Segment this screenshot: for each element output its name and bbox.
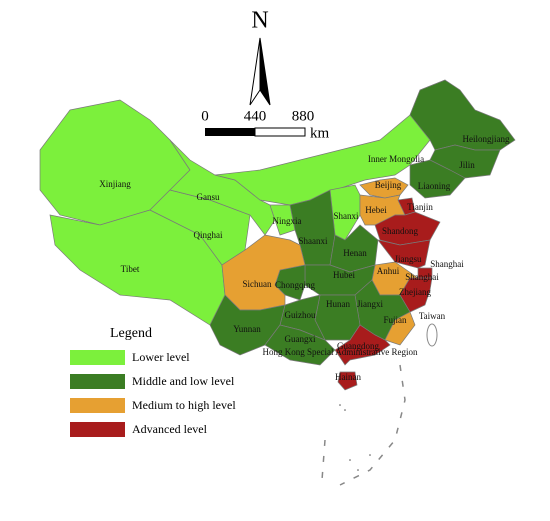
province-label: Ningxia xyxy=(273,216,302,226)
province-label: Hubei xyxy=(333,270,355,280)
scale-bar xyxy=(205,128,255,136)
province-label: Yunnan xyxy=(233,324,261,334)
province-label: Jiangsu xyxy=(395,254,423,264)
province-label: Shandong xyxy=(382,226,419,236)
province-label: Anhui xyxy=(377,266,400,276)
map-label: Shanghai xyxy=(405,272,439,282)
province-label: Hainan xyxy=(335,372,361,382)
province-label: Chongqing xyxy=(275,280,316,290)
island xyxy=(426,323,438,347)
province-label: Beijing xyxy=(375,180,402,190)
province-label: Xinjiang xyxy=(99,179,131,189)
islands-line xyxy=(321,364,406,486)
province-label: Guangxi xyxy=(285,334,316,344)
province-label: Jiangxi xyxy=(357,299,383,309)
province-label: Heilongjiang xyxy=(463,134,510,144)
province-label: Hunan xyxy=(326,299,350,309)
legend-label: Middle and low level xyxy=(132,374,235,388)
scale-bar xyxy=(254,127,306,137)
province xyxy=(269,204,296,236)
province-label: Qinghai xyxy=(194,230,223,240)
legend-swatch xyxy=(70,398,125,413)
compass xyxy=(249,37,261,106)
legend-label: Advanced level xyxy=(132,422,208,436)
province-label: Hebei xyxy=(365,205,387,215)
legend-swatch xyxy=(70,350,125,365)
province-label: Inner Mongolia xyxy=(368,154,424,164)
province-label: Shanghai xyxy=(430,259,464,269)
province-label: Guangdong xyxy=(337,341,379,351)
legend-label: Medium to high level xyxy=(132,398,236,412)
province xyxy=(334,324,391,366)
province-label: Fujian xyxy=(383,315,407,325)
islands xyxy=(339,404,371,471)
legend-swatch xyxy=(70,374,125,389)
province-label: Tianjin xyxy=(407,202,433,212)
province xyxy=(264,324,336,366)
province-label: Guizhou xyxy=(285,310,316,320)
north-label: N xyxy=(251,8,268,34)
compass xyxy=(259,37,271,106)
province xyxy=(337,371,358,391)
scale-label: 0 xyxy=(201,108,209,124)
legend-label: Lower level xyxy=(132,350,190,364)
scale-label: 440 xyxy=(244,108,267,124)
province-label: Henan xyxy=(343,248,367,258)
province xyxy=(384,311,416,346)
province-label: Gansu xyxy=(197,192,220,202)
province-label: Zhejiang xyxy=(399,287,431,297)
province xyxy=(409,159,466,199)
map-label: Taiwan xyxy=(419,311,446,321)
province xyxy=(359,177,409,199)
province xyxy=(209,294,286,356)
province-label: Shaanxi xyxy=(299,236,328,246)
scale-unit: km xyxy=(310,125,330,141)
map-label: Hong Kong Special Administrative Region xyxy=(263,347,418,357)
legend-title: Legend xyxy=(110,326,152,341)
province-label: Jilin xyxy=(459,160,475,170)
province-label: Liaoning xyxy=(418,181,451,191)
legend-swatch xyxy=(70,422,125,437)
province-label: Sichuan xyxy=(243,279,272,289)
scale-label: 880 xyxy=(292,108,315,124)
province-label: Tibet xyxy=(121,264,140,274)
province-label: Shanxi xyxy=(333,211,359,221)
